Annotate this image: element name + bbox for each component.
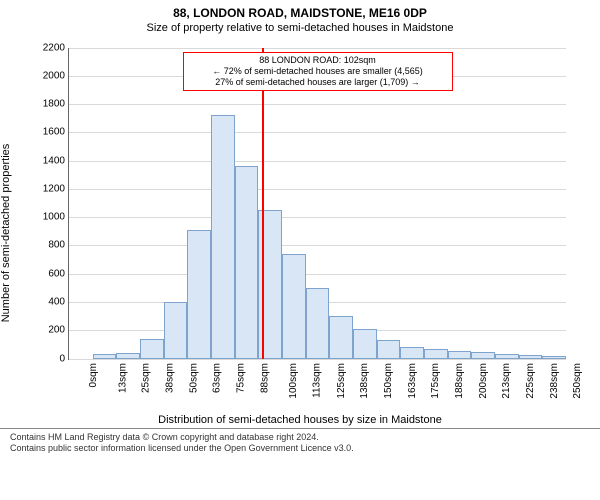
attribution-footer: Contains HM Land Registry data © Crown c… <box>0 428 600 455</box>
x-tick-label: 63sqm <box>212 363 223 393</box>
gridline <box>69 132 566 133</box>
histogram-bar <box>211 115 235 358</box>
x-tick-label: 225sqm <box>525 363 536 399</box>
x-tick-label: 50sqm <box>188 363 199 393</box>
x-tick-label: 188sqm <box>454 363 465 399</box>
x-tick-label: 113sqm <box>311 363 322 398</box>
x-tick-label: 13sqm <box>117 363 128 393</box>
gridline <box>69 359 566 360</box>
page-subtitle: Size of property relative to semi-detach… <box>0 20 600 37</box>
plot-area: 0200400600800100012001400160018002000220… <box>68 48 566 360</box>
histogram-bar <box>164 302 188 359</box>
x-tick-label: 250sqm <box>572 363 583 399</box>
histogram-bar <box>235 166 259 358</box>
histogram-bar <box>471 352 495 359</box>
histogram-bar <box>140 339 164 359</box>
histogram-bar <box>116 353 140 359</box>
y-tick-label: 1800 <box>43 99 69 110</box>
x-tick-label: 125sqm <box>336 363 347 399</box>
gridline <box>69 245 566 246</box>
y-tick-label: 1400 <box>43 155 69 166</box>
histogram-bar <box>93 354 117 358</box>
x-tick-label: 100sqm <box>288 363 299 399</box>
y-tick-label: 2200 <box>43 42 69 53</box>
x-tick-label: 25sqm <box>141 363 152 393</box>
x-tick-label: 88sqm <box>259 363 270 393</box>
histogram-bar <box>329 316 353 358</box>
histogram-bar <box>187 230 211 359</box>
x-tick-label: 150sqm <box>383 363 394 399</box>
callout-line3: 27% of semi-detached houses are larger (… <box>190 77 446 88</box>
footer-line2: Contains public sector information licen… <box>10 443 590 454</box>
y-tick-label: 1200 <box>43 183 69 194</box>
x-tick-label: 38sqm <box>165 363 176 393</box>
y-tick-label: 0 <box>59 353 69 364</box>
gridline <box>69 104 566 105</box>
x-tick-label: 175sqm <box>430 363 441 399</box>
histogram-bar <box>542 356 566 359</box>
y-tick-label: 800 <box>48 240 69 251</box>
y-axis-label: Number of semi-detached properties <box>0 143 12 322</box>
x-tick-label: 75sqm <box>236 363 247 393</box>
callout-line1: 88 LONDON ROAD: 102sqm <box>190 55 446 66</box>
x-tick-label: 0sqm <box>88 363 99 387</box>
page-title: 88, LONDON ROAD, MAIDSTONE, ME16 0DP <box>0 0 600 20</box>
histogram-bar <box>519 355 543 359</box>
histogram-bar <box>448 351 472 359</box>
footer-line1: Contains HM Land Registry data © Crown c… <box>10 432 590 443</box>
gridline <box>69 274 566 275</box>
gridline <box>69 217 566 218</box>
y-tick-label: 1000 <box>43 212 69 223</box>
y-tick-label: 400 <box>48 297 69 308</box>
marker-line <box>262 48 264 359</box>
x-tick-label: 138sqm <box>359 363 370 399</box>
histogram-chart: Number of semi-detached properties 02004… <box>20 38 580 428</box>
y-tick-label: 600 <box>48 268 69 279</box>
x-tick-label: 238sqm <box>549 363 560 399</box>
x-tick-label: 163sqm <box>407 363 418 399</box>
gridline <box>69 48 566 49</box>
histogram-bar <box>377 340 401 358</box>
histogram-bar <box>424 349 448 359</box>
callout-box: 88 LONDON ROAD: 102sqm ← 72% of semi-det… <box>183 52 453 92</box>
y-tick-label: 200 <box>48 325 69 336</box>
histogram-bar <box>353 329 377 359</box>
x-tick-label: 213sqm <box>501 363 512 399</box>
histogram-bar <box>495 354 519 358</box>
callout-line2: ← 72% of semi-detached houses are smalle… <box>190 66 446 77</box>
histogram-bar <box>282 254 306 359</box>
y-tick-label: 2000 <box>43 70 69 81</box>
histogram-bar <box>400 347 424 358</box>
y-tick-label: 1600 <box>43 127 69 138</box>
gridline <box>69 189 566 190</box>
histogram-bar <box>306 288 330 359</box>
gridline <box>69 161 566 162</box>
x-axis-label: Distribution of semi-detached houses by … <box>20 414 580 426</box>
x-tick-label: 200sqm <box>478 363 489 399</box>
